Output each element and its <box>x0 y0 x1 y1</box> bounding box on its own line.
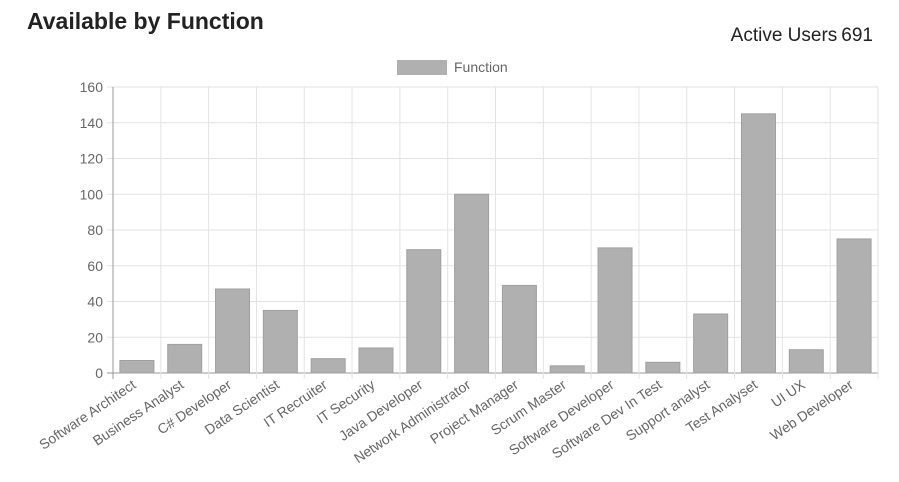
y-tick-label: 140 <box>80 115 104 131</box>
y-axis: 0 20 40 60 80 100 120 140 160 <box>80 79 104 381</box>
bar-ui-ux[interactable] <box>788 349 824 374</box>
bar-support-analyst[interactable] <box>693 313 729 374</box>
y-tick-label: 80 <box>87 222 103 238</box>
bar-web-developer[interactable] <box>836 238 872 374</box>
bar-it-recruiter[interactable] <box>310 358 346 374</box>
legend-label: Function <box>454 59 508 75</box>
bar-c-developer[interactable] <box>215 288 251 374</box>
bar-software-dev-in-test[interactable] <box>645 361 681 374</box>
bar-software-developer[interactable] <box>597 247 633 374</box>
y-tick-label: 60 <box>87 258 103 274</box>
bar-network-administrator[interactable] <box>454 193 490 374</box>
bar-java-developer[interactable] <box>406 249 442 374</box>
bar-scrum-master[interactable] <box>549 365 585 374</box>
chart-bars <box>119 113 872 374</box>
y-tick-label: 100 <box>80 186 104 202</box>
y-tick-label: 0 <box>95 365 103 381</box>
x-tick-label: Support analyst <box>623 376 713 444</box>
bar-business-analyst[interactable] <box>167 343 203 374</box>
bar-software-architect[interactable] <box>119 359 155 374</box>
legend-swatch <box>397 60 447 75</box>
chart-legend[interactable]: Function <box>397 59 508 75</box>
active-users-value: 691 <box>841 25 873 46</box>
bar-it-security[interactable] <box>358 347 394 374</box>
active-users-counter: Active Users 691 <box>731 25 873 47</box>
bar-test-analyset[interactable] <box>740 113 776 374</box>
y-tick-label: 20 <box>87 329 103 345</box>
page-title: Available by Function <box>27 8 264 34</box>
y-tick-label: 160 <box>80 79 104 95</box>
y-tick-label: 120 <box>80 151 104 167</box>
active-users-label: Active Users <box>730 25 838 46</box>
x-tick-label: Web Developer <box>767 376 856 443</box>
bar-data-scientist[interactable] <box>262 309 298 374</box>
y-tick-label: 40 <box>87 294 103 310</box>
bar-project-manager[interactable] <box>501 284 537 374</box>
